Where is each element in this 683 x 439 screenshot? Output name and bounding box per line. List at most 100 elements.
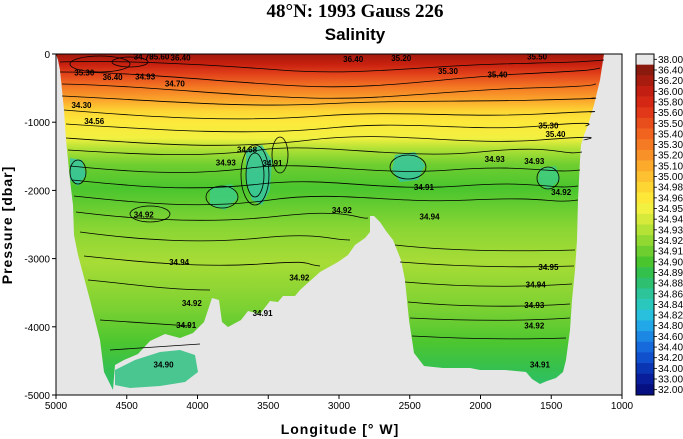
contour-label: 34.95 (538, 263, 559, 272)
cyan-patch-3 (70, 158, 86, 186)
contour-label: 34.92 (332, 206, 353, 215)
colorbar: 38.0036.4036.2036.0035.8035.6035.5035.40… (635, 53, 683, 396)
colorbar-swatch (636, 149, 654, 161)
contour-label: 34.70 (165, 79, 186, 88)
colorbar-tick-label: 32.00 (658, 385, 683, 396)
colorbar-tick-label: 34.82 (658, 311, 683, 322)
colorbar-tick-label: 38.00 (658, 55, 683, 66)
x-tick-label: 1000 (611, 401, 634, 412)
y-tick-label: 0 (44, 50, 50, 61)
chart-title: 48°N: 1993 Gauss 226 (266, 1, 443, 22)
contour-label: 34.68 (237, 145, 258, 154)
colorbar-swatch (636, 299, 654, 311)
colorbar-swatch (636, 54, 654, 65)
colorbar-swatch (636, 139, 654, 151)
contour-label: 35.30 (438, 67, 459, 76)
contour-label: 34.94 (526, 281, 547, 290)
contour-label: 35.20 (391, 54, 412, 63)
colorbar-swatch (636, 192, 654, 204)
contour-label: 35.40 (487, 70, 508, 79)
colorbar-tick-label: 35.80 (658, 97, 683, 108)
contour-label: 34.93 (485, 155, 506, 164)
colorbar-tick-label: 34.89 (658, 268, 683, 279)
x-axis: 5000 4500 4000 3500 3000 2500 2000 1500 1000 (45, 395, 634, 412)
contour-label: 34.56 (84, 117, 105, 126)
colorbar-tick-label: 34.86 (658, 289, 683, 300)
colorbar-swatch (636, 256, 654, 268)
colorbar-swatch (636, 320, 654, 332)
colorbar-tick-label: 34.84 (658, 300, 683, 311)
contour-lines (59, 55, 605, 351)
colorbar-tick-label: 34.91 (658, 247, 683, 258)
colorbar-swatch (636, 117, 654, 129)
colorbar-swatch (636, 213, 654, 225)
colorbar-tick-label: 34.94 (658, 215, 683, 226)
colorbar-swatch (636, 373, 654, 385)
contour-label: 35.60 (149, 53, 170, 62)
colorbar-tick-label: 34.80 (658, 321, 683, 332)
y-tick-label: -3000 (24, 255, 50, 266)
y-tick-label: -5000 (24, 391, 50, 402)
y-tick-label: -2000 (24, 186, 50, 197)
colorbar-tick-label: 34.00 (658, 364, 683, 375)
colorbar-swatch (636, 224, 654, 236)
colorbar-tick-label: 36.00 (658, 87, 683, 98)
colorbar-tick-label: 36.20 (658, 76, 683, 87)
colorbar-tick-label: 34.96 (658, 193, 683, 204)
colorbar-tick-label: 34.60 (658, 332, 683, 343)
contour-label: 35.40 (545, 130, 566, 139)
contour-label: 34.70 (134, 53, 155, 62)
contour-label: 36.40 (103, 73, 124, 82)
cyan-patch-5 (538, 166, 560, 190)
colorbar-tick-label: 35.40 (658, 129, 683, 140)
colorbar-swatch (636, 128, 654, 140)
x-tick-label: 2500 (399, 401, 422, 412)
colorbar-tick-label: 36.40 (658, 65, 683, 76)
colorbar-tick-label: 34.90 (658, 257, 683, 268)
contour-label: 34.92 (551, 188, 572, 197)
contour-label: 34.91 (414, 183, 435, 192)
colorbar-swatch (636, 288, 654, 300)
colorbar-tick-label: 35.30 (658, 140, 683, 151)
contour-label: 36.40 (343, 55, 364, 64)
x-axis-title: Longitude [° W] (281, 421, 400, 437)
contour-label: 34.91 (176, 321, 197, 330)
x-tick-label: 5000 (45, 401, 68, 412)
contour-label: 36.40 (171, 53, 192, 62)
contour-label: 34.94 (420, 212, 441, 221)
x-tick-label: 3000 (328, 401, 351, 412)
colorbar-swatch (636, 75, 654, 87)
colorbar-swatch (636, 160, 654, 172)
contour-label: 34.92 (524, 321, 545, 330)
y-axis: 0 -1000 -2000 -3000 -4000 -5000 (24, 50, 56, 402)
colorbar-swatch (636, 181, 654, 193)
y-tick-label: -4000 (24, 323, 50, 334)
contour-label: 34.93 (524, 157, 545, 166)
colorbar-swatch (636, 85, 654, 97)
contour-label: 34.92 (134, 210, 155, 219)
colorbar-tick-label: 34.95 (658, 204, 683, 215)
colorbar-tick-label: 35.10 (658, 161, 683, 172)
colorbar-tick-label: 34.93 (658, 225, 683, 236)
contour-label: 34.91 (530, 360, 551, 369)
colorbar-swatch (636, 235, 654, 247)
colorbar-tick-label: 35.50 (658, 119, 683, 130)
x-tick-label: 3500 (257, 401, 280, 412)
contour-label: 34.91 (253, 309, 274, 318)
contour-label: 34.93 (135, 73, 156, 82)
colorbar-swatch (636, 203, 654, 215)
colorbar-tick-label: 34.20 (658, 353, 683, 364)
colorbar-tick-label: 35.00 (658, 172, 683, 183)
contour-label: 34.91 (262, 159, 283, 168)
colorbar-swatch (636, 331, 654, 343)
contour-label: 35.30 (74, 68, 95, 77)
cyan-patch-2 (392, 152, 425, 182)
contour-label: 35.50 (527, 53, 548, 62)
colorbar-tick-label: 34.98 (658, 183, 683, 194)
colorbar-frame (635, 53, 655, 396)
contour-label: 34.93 (524, 301, 545, 310)
y-tick-label: -1000 (24, 118, 50, 129)
colorbar-swatch (636, 341, 654, 353)
